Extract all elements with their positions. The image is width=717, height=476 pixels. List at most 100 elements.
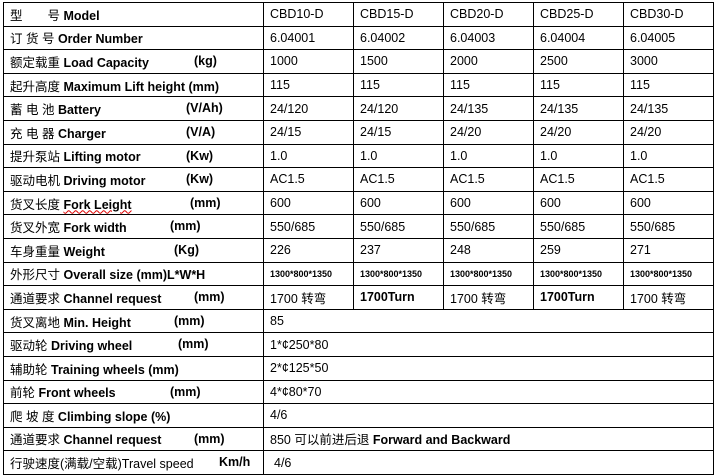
label-en: Weight <box>63 244 105 259</box>
label-en: Maximum Lift height (mm) <box>63 79 220 94</box>
value-cell: 6.04002 <box>353 25 444 51</box>
table-row: 外形尺寸 Overall size (mm)L*W*H 1300*800*1350… <box>3 261 714 287</box>
label-cn: 起升高度 <box>10 79 61 94</box>
label-unit: (kg) <box>194 54 217 69</box>
row-label: 货叉离地 Min. Height (mm) <box>3 308 264 334</box>
table-row: 起升高度 Maximum Lift height (mm) 115 115 115 11… <box>3 72 714 98</box>
value-cell: 1700 转弯 <box>623 285 714 310</box>
value-cell: 24/120 <box>263 96 354 121</box>
table-row: 订 货 号 Order Number 6.04001 6.04002 6.04003 6… <box>3 25 714 51</box>
label-en: Load Capacity <box>63 55 149 70</box>
table-row: 爬 坡 度 Climbing slope (%) 4/6 <box>3 403 714 428</box>
value-cell: 1.0 <box>353 143 444 169</box>
value-cell: 24/120 <box>353 96 444 121</box>
label-en: Lifting motor <box>63 150 141 165</box>
value-cell: 85 <box>263 308 714 334</box>
label-en: Channel request <box>63 433 162 448</box>
label-unit: (Kg) <box>174 242 199 257</box>
label-en: Climbing slope (%) <box>57 409 171 424</box>
label-cn: 辅助轮 <box>10 362 48 377</box>
label-unit: (Kw) <box>186 148 214 163</box>
value-cell: 1300*800*1350 <box>443 261 534 287</box>
value-cell: 24/20 <box>443 119 534 145</box>
label-en: Order Number <box>57 32 143 47</box>
label-en: Channel request <box>63 291 162 306</box>
label-cn: 行驶速度(满载/空载)Travel speed <box>10 457 194 472</box>
value-cell: 1.0 <box>533 143 624 169</box>
value-cell: 24/135 <box>623 96 714 121</box>
value-cell: CBD25-D <box>533 2 624 27</box>
label-en: Driving wheel <box>50 339 133 354</box>
value-cell: CBD15-D <box>353 2 444 27</box>
row-label: 行驶速度(满载/空载)Travel speed Km/h <box>3 450 264 475</box>
value-cell: 550/685 <box>443 214 534 239</box>
row-label: 车身重量 Weight (Kg) <box>3 237 264 263</box>
value-cell: 1300*800*1350 <box>533 261 624 287</box>
label-cn: 型 号 <box>10 8 61 23</box>
label-en: Driving motor <box>63 173 146 188</box>
value-cell: AC1.5 <box>263 167 354 192</box>
label-unit: (mm) <box>178 337 209 352</box>
table-row: 前轮 Front wheels (mm) 4*¢80*70 <box>3 379 714 405</box>
label-en: Model <box>63 8 100 23</box>
table-row: 辅助轮 Training wheels (mm) 2*¢125*50 <box>3 355 714 381</box>
value-cell: 1700Turn <box>533 285 624 310</box>
label-cn: 蓄 电 池 <box>10 103 55 118</box>
row-label: 辅助轮 Training wheels (mm) <box>3 355 264 381</box>
value-cell: 24/135 <box>533 96 624 121</box>
value-cell: 6.04003 <box>443 25 534 51</box>
value-cell: 24/15 <box>263 119 354 145</box>
value-cell: CBD10-D <box>263 2 354 27</box>
value-cell: 259 <box>533 237 624 263</box>
value-cell: 1.0 <box>623 143 714 169</box>
value-cell: 1500 <box>353 49 444 74</box>
value-cell: 6.04004 <box>533 25 624 51</box>
value-cell: 1300*800*1350 <box>263 261 354 287</box>
label-cn: 驱动电机 <box>10 173 61 188</box>
table-row: 行驶速度(满载/空载)Travel speed Km/h 4/6 <box>3 450 714 475</box>
value-cell: 1.0 <box>263 143 354 169</box>
label-cn: 驱动轮 <box>10 339 51 354</box>
value-cell: 1300*800*1350 <box>623 261 714 287</box>
value-cell: 1*¢250*80 <box>263 332 714 357</box>
row-label: 起升高度 Maximum Lift height (mm) <box>3 72 264 98</box>
value-cell: 4/6 <box>263 403 714 428</box>
value-cell: 1700 转弯 <box>263 285 354 310</box>
value-text: 850 可以前进后退 Forward and Backward <box>270 433 511 448</box>
value-cell: 850 可以前进后退 Forward and Backward <box>263 426 714 452</box>
table-row: 蓄 电 池 Battery (V/Ah) 24/120 24/120 24/135 24/… <box>3 96 714 121</box>
table-row: 驱动轮 Driving wheel (mm) 1*¢250*80 <box>3 332 714 357</box>
label-cn: 充 电 器 <box>10 126 55 141</box>
value-cell: 115 <box>443 72 534 98</box>
row-label: 驱动轮 Driving wheel (mm) <box>3 332 264 357</box>
value-cell: 600 <box>623 190 714 216</box>
label-cn: 订 货 号 <box>10 32 55 47</box>
label-cn: 额定载重 <box>10 55 64 70</box>
value-cell: 115 <box>353 72 444 98</box>
value-cell: AC1.5 <box>623 167 714 192</box>
value-cell: 4/6 <box>263 450 714 475</box>
table-row: 货叉离地 Min. Height (mm) 85 <box>3 308 714 334</box>
value-cell: 550/685 <box>623 214 714 239</box>
value-cell: 1700 转弯 <box>443 285 534 310</box>
value-cell: 1300*800*1350 <box>353 261 444 287</box>
value-cell: 1700Turn <box>353 285 444 310</box>
label-unit: (Kw) <box>186 172 214 187</box>
row-label: 型 号 Model <box>3 2 264 27</box>
label-en: Training wheels (mm) <box>51 362 179 377</box>
value-cell: CBD20-D <box>443 2 534 27</box>
row-label: 前轮 Front wheels (mm) <box>3 379 264 405</box>
label-unit: (mm) <box>190 195 221 210</box>
value-cell: 1000 <box>263 49 354 74</box>
label-en: Front wheels <box>38 386 116 401</box>
table-row: 车身重量 Weight (Kg) 226 237 248 259 271 <box>3 237 714 263</box>
label-unit: (V/Ah) <box>186 101 223 116</box>
value-cell: AC1.5 <box>533 167 624 192</box>
label-en: Charger <box>57 126 106 141</box>
value-cell: 24/20 <box>533 119 624 145</box>
value-cell: 6.04005 <box>623 25 714 51</box>
label-en: Overall size (mm)L*W*H <box>63 268 206 283</box>
spec-table: 型 号 Model CBD10-D CBD15-D CBD20-D CBD25-D CBD… <box>3 2 714 475</box>
row-label: 订 货 号 Order Number <box>3 25 264 51</box>
value-cell: 24/15 <box>353 119 444 145</box>
